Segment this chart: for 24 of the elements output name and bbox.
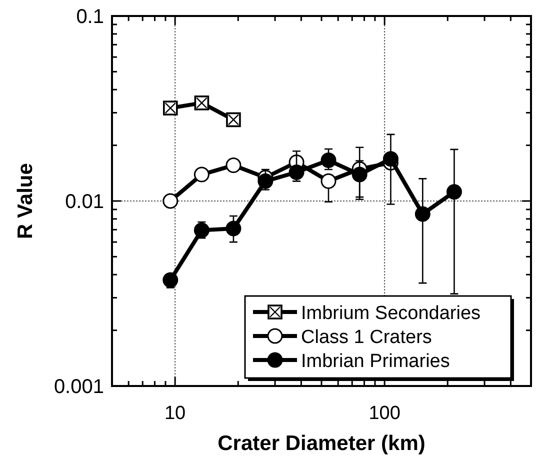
point xyxy=(194,166,210,182)
point xyxy=(320,152,336,168)
y-tick-label: 0.01 xyxy=(65,191,104,213)
x-tick-label: 100 xyxy=(368,403,400,424)
point xyxy=(288,164,304,180)
y-tick-label: 0.1 xyxy=(76,6,104,28)
point xyxy=(446,184,462,200)
point xyxy=(414,206,430,222)
point xyxy=(352,166,368,182)
point xyxy=(226,158,242,174)
point xyxy=(258,173,274,189)
legend-label: Imbrian Primaries xyxy=(301,351,450,372)
point xyxy=(194,222,210,238)
x-tick-label: 10 xyxy=(164,403,186,424)
y-axis-title: R Value xyxy=(14,163,37,239)
point xyxy=(320,173,336,189)
point xyxy=(162,193,178,209)
x-axis-title: Crater Diameter (km) xyxy=(218,432,426,455)
legend-label: Class 1 Craters xyxy=(301,327,432,348)
point xyxy=(162,272,178,288)
point xyxy=(226,220,242,236)
point xyxy=(382,151,398,167)
y-tick-label: 0.001 xyxy=(54,376,104,398)
legend-label: Imbrium Secondaries xyxy=(301,303,481,324)
